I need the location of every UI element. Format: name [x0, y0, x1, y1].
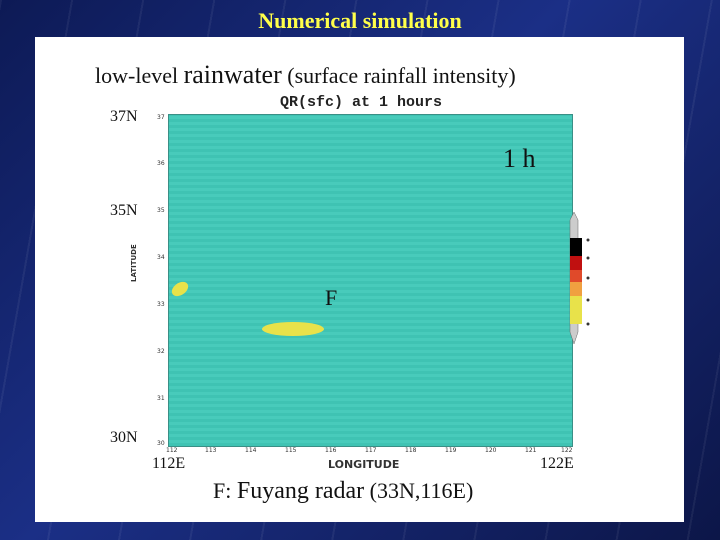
x-axis-title: LONGITUDE [328, 458, 400, 471]
legend-orange [570, 282, 582, 296]
legend-red [570, 270, 582, 282]
lat-tick: 33 [157, 301, 165, 308]
caption-main: rainwater [183, 60, 282, 89]
lat-tick: 35 [157, 207, 165, 214]
legend-yellow [570, 296, 582, 324]
lat-tick: 36 [157, 160, 165, 167]
lon-tick: 114 [245, 447, 257, 454]
legend-dark-red [570, 256, 582, 270]
lon-tick: 121 [525, 447, 537, 454]
figure-footer: F: Fuyang radar (33N,116E) [213, 478, 473, 505]
legend-dot [586, 322, 590, 326]
slide-title: Numerical simulation [258, 8, 462, 33]
lat-label-35n: 35N [110, 202, 138, 219]
lon-label-112e: 112E [152, 455, 186, 472]
footer-main: Fuyang radar [236, 478, 365, 504]
rain-patch-central [262, 322, 324, 336]
lat-tick: 34 [157, 254, 165, 261]
figure-caption: low-level rainwater (surface rainfall in… [95, 60, 516, 90]
legend-dot [586, 298, 590, 302]
plot-area [168, 114, 573, 447]
footer-pre: F: [213, 478, 237, 503]
lon-label-122e: 122E [540, 455, 574, 472]
rain-patch-west [169, 278, 191, 300]
lat-tick: 32 [157, 348, 165, 355]
lat-label-37n: 37N [110, 108, 138, 125]
lon-tick: 112 [166, 447, 178, 454]
lat-tick: 37 [157, 114, 165, 121]
lon-tick: 119 [445, 447, 457, 454]
lon-tick: 116 [325, 447, 337, 454]
lon-tick: 115 [285, 447, 297, 454]
footer-post: (33N,116E) [364, 478, 474, 503]
legend-dot [586, 276, 590, 280]
lon-tick: 120 [485, 447, 497, 454]
lat-label-30n: 30N [110, 429, 138, 446]
lat-tick: 30 [157, 440, 165, 447]
plot-title: QR(sfc) at 1 hours [280, 94, 443, 111]
lat-tick: 31 [157, 395, 165, 402]
radar-marker: F [325, 285, 338, 310]
lon-tick: 113 [205, 447, 217, 454]
caption-post: (surface rainfall intensity) [281, 63, 516, 88]
caption-pre: low-level [95, 63, 184, 88]
time-label: 1 h [503, 144, 536, 173]
color-legend [569, 212, 590, 345]
legend-dot [586, 256, 590, 260]
lon-tick: 117 [365, 447, 377, 454]
y-axis-title: LATITUDE [130, 244, 138, 282]
lon-tick: 122 [561, 447, 573, 454]
legend-black [570, 238, 582, 256]
lon-tick: 118 [405, 447, 417, 454]
legend-dot [586, 238, 590, 242]
